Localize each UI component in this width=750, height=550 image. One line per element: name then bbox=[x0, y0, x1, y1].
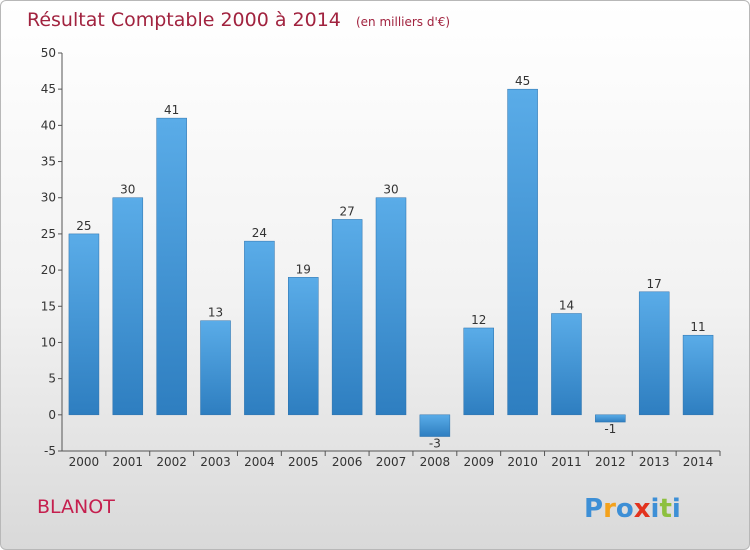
data-label: 11 bbox=[690, 320, 705, 334]
bar bbox=[419, 414, 451, 437]
x-tick-label: 2000 bbox=[69, 455, 100, 469]
data-label: -3 bbox=[429, 437, 441, 451]
logo-letter: o bbox=[616, 494, 634, 524]
data-label: -1 bbox=[604, 422, 616, 436]
y-tick-label: -5 bbox=[44, 444, 56, 458]
data-label: 30 bbox=[383, 183, 398, 197]
axes: -5 0 5 10 15 20 25 30 35 40 45 50 2000 2001 2002 2003 20… bbox=[41, 46, 721, 469]
bar bbox=[331, 219, 363, 416]
logo-letter: t bbox=[659, 494, 671, 524]
y-tick-label: 0 bbox=[48, 408, 56, 422]
bar bbox=[638, 291, 670, 416]
bar bbox=[375, 197, 407, 416]
x-tick-label: 2013 bbox=[639, 455, 670, 469]
x-tick-label: 2003 bbox=[200, 455, 231, 469]
x-tick-label: 2008 bbox=[420, 455, 451, 469]
bar bbox=[463, 327, 494, 416]
chart-title-group: Résultat Comptable 2000 à 2014 (en milli… bbox=[27, 9, 450, 31]
data-label: 30 bbox=[120, 183, 135, 197]
logo-letter: x bbox=[634, 494, 651, 524]
bar bbox=[551, 313, 582, 416]
data-label: 24 bbox=[252, 226, 267, 240]
x-tick-label: 2007 bbox=[376, 455, 407, 469]
x-tick-label: 2006 bbox=[332, 455, 363, 469]
y-tick-label: 20 bbox=[41, 263, 56, 277]
bar bbox=[156, 117, 187, 416]
x-tick-label: 2011 bbox=[551, 455, 582, 469]
data-label: 12 bbox=[471, 313, 486, 327]
y-tick-label: 35 bbox=[41, 155, 56, 169]
y-tick-label: 25 bbox=[41, 227, 56, 241]
data-label: 45 bbox=[515, 74, 530, 88]
x-tick-label: 2014 bbox=[683, 455, 714, 469]
bar bbox=[595, 414, 626, 423]
x-tick-label: 2001 bbox=[113, 455, 144, 469]
x-tick-label: 2009 bbox=[463, 455, 494, 469]
logo-letter: i bbox=[672, 494, 681, 524]
x-tick-label: 2002 bbox=[156, 455, 187, 469]
y-tick-label: 40 bbox=[41, 118, 56, 132]
x-tick-label: 2012 bbox=[595, 455, 626, 469]
bar bbox=[244, 240, 275, 416]
data-label: 25 bbox=[76, 219, 91, 233]
y-tick-label: 45 bbox=[41, 82, 56, 96]
y-tick-label: 5 bbox=[48, 372, 56, 386]
bar bbox=[288, 277, 319, 416]
y-tick-label: 10 bbox=[41, 335, 56, 349]
data-label: 13 bbox=[208, 306, 223, 320]
logo-letter: P bbox=[584, 494, 603, 524]
bar bbox=[682, 334, 714, 416]
y-tick-label: 50 bbox=[41, 46, 56, 60]
data-label: 41 bbox=[164, 103, 179, 117]
bar bbox=[507, 88, 538, 416]
data-label: 27 bbox=[339, 204, 354, 218]
bars: 25 30 41 13 24 19 27 30 -3 12 45 14 -1 17 11 bbox=[68, 74, 714, 451]
proxiti-logo: Proxiti bbox=[584, 494, 681, 524]
x-tick-label: 2010 bbox=[507, 455, 538, 469]
x-tick-label: 2005 bbox=[288, 455, 319, 469]
chart-title: Résultat Comptable 2000 à 2014 bbox=[27, 9, 341, 31]
y-tick-label: 15 bbox=[41, 299, 56, 313]
bar bbox=[200, 320, 231, 416]
data-label: 14 bbox=[559, 299, 574, 313]
bar bbox=[112, 197, 144, 416]
y-tick-label: 30 bbox=[41, 191, 56, 205]
data-label: 19 bbox=[296, 262, 311, 276]
place-name: BLANOT bbox=[37, 496, 115, 518]
data-label: 17 bbox=[647, 277, 662, 291]
x-tick-label: 2004 bbox=[244, 455, 275, 469]
chart-subtitle: (en milliers d'€) bbox=[356, 15, 450, 29]
logo-letter: i bbox=[651, 494, 660, 524]
logo-letter: r bbox=[603, 494, 616, 524]
bar bbox=[68, 233, 100, 416]
